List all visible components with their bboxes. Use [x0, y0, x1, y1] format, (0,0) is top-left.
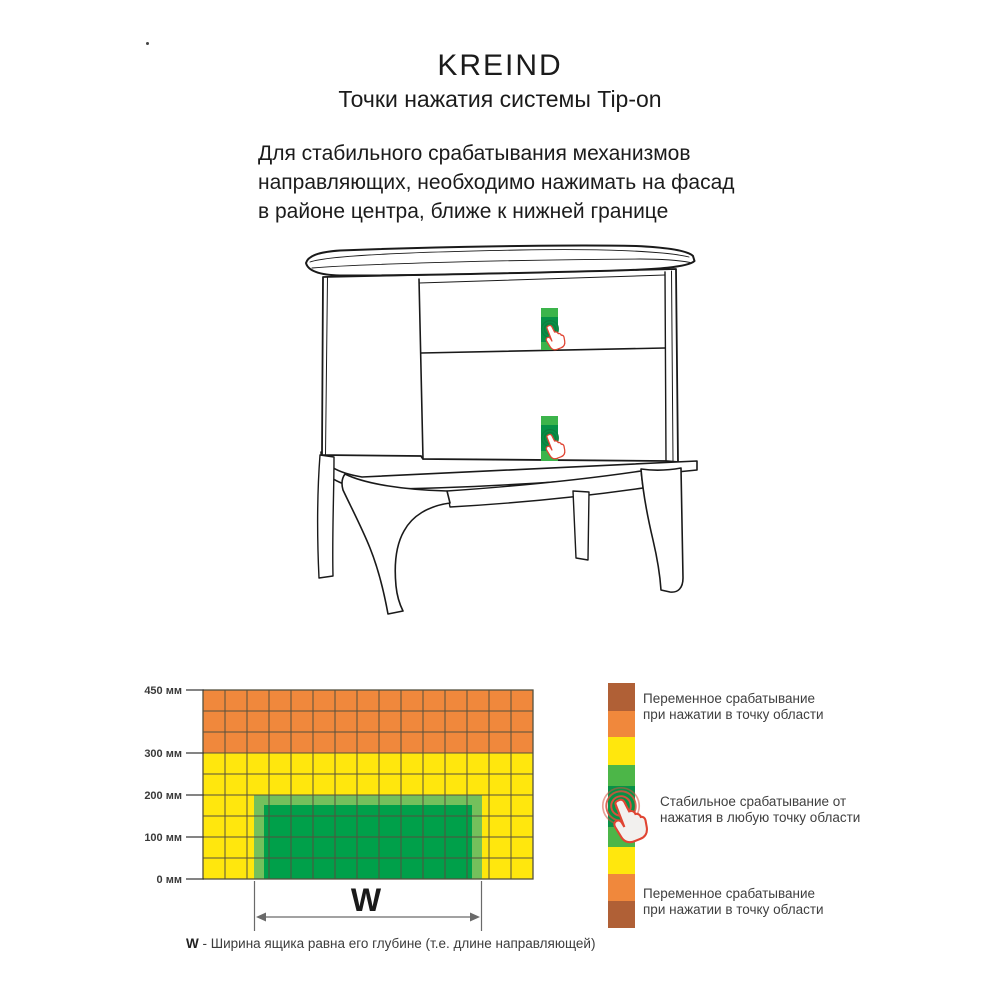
legend-segment-yellow-top [608, 737, 635, 765]
legend-segment-orange-bottom [608, 874, 635, 901]
page-title: KREIND [437, 49, 563, 82]
legend-segment-brown-top [608, 683, 635, 711]
axis-tick-label-450: 450 мм [144, 685, 182, 697]
legend-label-variable-top: Переменное срабатывание при нажатии в то… [643, 691, 824, 722]
width-label: W [351, 882, 382, 918]
legend-label-line: Стабильное срабатывание от [660, 794, 847, 809]
drawer-top-edge [418, 274, 666, 284]
top-molding-lip [311, 258, 691, 269]
legend-label-line: при нажатии в точку области [643, 901, 824, 917]
right-stile-inner-edge [671, 270, 674, 462]
drawer-right-edge [664, 271, 667, 462]
rear-right-leg [572, 490, 590, 561]
top-molding-groove [309, 249, 690, 263]
legend-color-bar [601, 683, 648, 928]
intro-line: Для стабильного срабатывания механизмов [258, 142, 691, 165]
front-right-leg [640, 467, 684, 593]
drawer-left-edge [418, 278, 424, 460]
nightstand-body [321, 268, 679, 463]
grid-green-inner-zone [264, 805, 472, 879]
legend-segment-brown-bottom [608, 901, 635, 928]
side-panel-inner-edge [325, 276, 328, 456]
legend-label-line: Переменное срабатывание [643, 691, 816, 706]
width-arrowhead-left [256, 912, 266, 922]
legend-label-line: Переменное срабатывание [643, 886, 816, 901]
intro-text: Для стабильного срабатывания механизмов … [258, 139, 778, 226]
axis-tick-label-100: 100 мм [144, 832, 182, 844]
stray-dot [146, 42, 149, 45]
intro-line: направляющих, необходимо нажимать на фас… [258, 171, 735, 194]
axis-tick-label-300: 300 мм [144, 748, 182, 760]
front-left-leg [341, 473, 451, 615]
press-zone-grid: 450 мм 300 мм 200 мм 100 мм 0 мм W [144, 685, 534, 931]
grid-orange-zone [203, 690, 533, 753]
touch-point-bottom-drawer [540, 416, 566, 461]
grid-border [202, 689, 534, 880]
legend-label-line: нажатия в любую точку области [660, 809, 861, 825]
drawer-divider [420, 347, 666, 354]
back-left-leg [316, 454, 335, 579]
width-caption-symbol: W [186, 936, 199, 951]
width-arrowhead-right [470, 912, 480, 922]
y-axis: 450 мм 300 мм 200 мм 100 мм 0 мм [144, 685, 204, 886]
touch-hand-icon [540, 319, 566, 351]
intro-line: в районе центра, ближе к нижней границе [258, 200, 669, 223]
legend-label-variable-bottom: Переменное срабатывание при нажатии в то… [643, 886, 824, 917]
touch-point-top-drawer [540, 308, 566, 351]
width-caption-text: - Ширина ящика равна его глубине (т.е. д… [198, 936, 596, 951]
width-dimension: W [253, 881, 483, 931]
page-subtitle: Точки нажатия системы Tip-on [338, 86, 662, 112]
touch-hand-icon [540, 428, 566, 460]
legend-label-stable: Стабильное срабатывание от нажатия в люб… [660, 794, 860, 825]
width-caption: W - Ширина ящика равна его глубине (т.е.… [186, 936, 595, 951]
legend-label-line: при нажатии в точку области [643, 706, 824, 722]
legend-segment-yellow-bottom [608, 847, 635, 874]
legend-touch-icon [601, 786, 648, 844]
furniture-illustration [305, 244, 698, 615]
axis-tick-label-0: 0 мм [157, 874, 182, 886]
legend-segment-orange-top [608, 711, 635, 737]
axis-tick-label-200: 200 мм [144, 790, 182, 802]
